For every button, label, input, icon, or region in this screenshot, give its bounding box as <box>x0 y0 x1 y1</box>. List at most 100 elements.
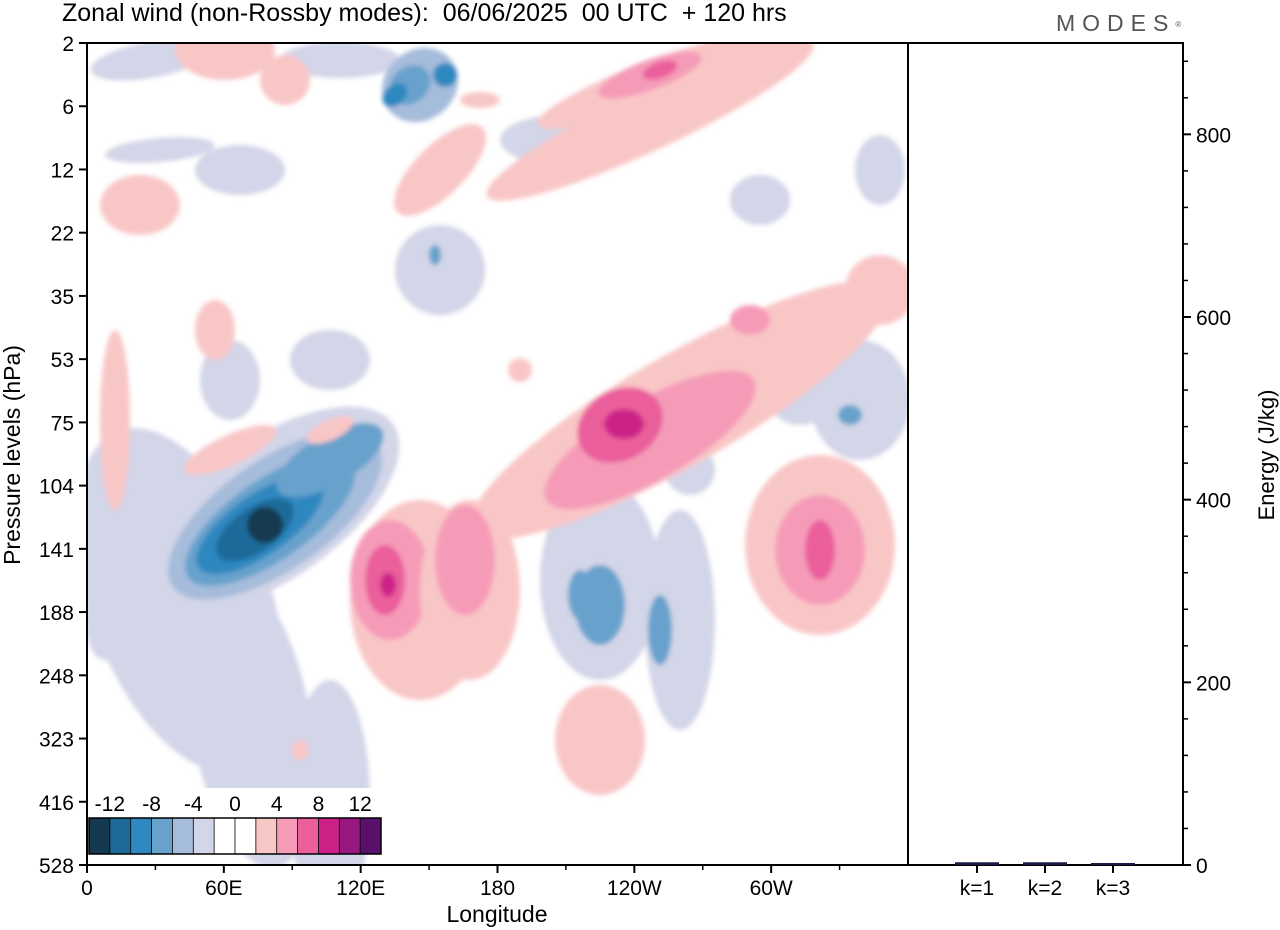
registered-mark: ® <box>1175 20 1182 29</box>
x-tick-label: 120W <box>607 877 662 900</box>
contour-region <box>306 416 354 444</box>
energy-tick-label: 0 <box>1196 855 1208 878</box>
contour-region <box>730 175 790 225</box>
energy-axis-label: Energy (J/kg) <box>1254 390 1279 521</box>
colorbar-swatch <box>318 818 340 854</box>
contour-region <box>460 92 500 108</box>
energy-bars <box>955 862 1135 865</box>
contour-region <box>604 409 644 439</box>
pressure-axis: 2 6 12 22 35 53 75 104 141 188 248 323 416 528 <box>39 33 87 878</box>
contour-region <box>810 340 908 460</box>
contour-region <box>276 423 384 497</box>
energy-bar <box>1023 862 1067 865</box>
colorbar-swatch <box>360 818 382 854</box>
chart-title: Zonal wind (non-Rossby modes): 06/06/202… <box>62 0 787 27</box>
colorbar-swatch <box>172 818 194 854</box>
contour-region <box>648 595 672 665</box>
contour-region <box>855 135 905 205</box>
energy-tick-label: 600 <box>1196 307 1231 330</box>
energy-tick-label: 400 <box>1196 490 1231 513</box>
contour-region <box>260 55 310 105</box>
contour-region <box>395 225 485 315</box>
colorbar-label: -4 <box>184 793 203 816</box>
energy-plot-frame <box>907 42 1184 866</box>
colorbar-swatch <box>339 818 361 854</box>
energy-tick-label: 800 <box>1196 124 1231 147</box>
contour-region <box>100 330 130 510</box>
y-tick-label: 141 <box>39 539 74 562</box>
contour-region <box>394 124 486 216</box>
y-tick-label: 35 <box>51 286 74 309</box>
y-tick-label: 53 <box>51 349 74 372</box>
contour-region <box>838 405 862 425</box>
contour-region <box>290 330 370 390</box>
x-tick-label: 120E <box>336 877 385 900</box>
k-tick-label: k=3 <box>1096 877 1130 900</box>
contour-region <box>195 145 285 195</box>
contour-region <box>105 137 215 163</box>
y-tick-label: 528 <box>39 855 74 878</box>
colorbar-swatch <box>214 818 236 854</box>
colorbar-swatch <box>130 818 153 854</box>
colorbar-label: -8 <box>142 793 161 816</box>
y-tick-label: 188 <box>39 602 74 625</box>
contour-region <box>508 358 532 382</box>
k-tick-label: k=1 <box>960 877 994 900</box>
k-tick-label: k=2 <box>1028 877 1062 900</box>
y-tick-label: 323 <box>39 729 74 752</box>
colorbar-swatch <box>297 818 319 854</box>
y-tick-label: 75 <box>51 412 74 435</box>
contour-region <box>435 505 495 615</box>
contour-region <box>645 510 715 730</box>
contour-region <box>195 300 235 360</box>
y-axis-label: Pressure levels (hPa) <box>0 345 25 565</box>
contour-region <box>805 520 835 580</box>
modes-logo: MODES® <box>1056 8 1181 38</box>
colorbar-swatch <box>109 818 132 854</box>
colorbar-swatch <box>193 818 215 854</box>
colorbar-label: 4 <box>271 793 283 816</box>
logo-text: MODES <box>1056 10 1176 36</box>
energy-bar <box>1091 863 1135 865</box>
y-tick-label: 248 <box>39 665 74 688</box>
energy-axis: 0 200 400 600 800 <box>1183 60 1231 878</box>
energy-tick-label: 200 <box>1196 672 1231 695</box>
wavenumber-axis: k=1 k=2 k=3 <box>960 865 1130 900</box>
colorbar-label: 8 <box>313 793 325 816</box>
x-axis-label: Longitude <box>446 901 547 927</box>
contour-region <box>486 43 814 201</box>
contour-region <box>382 83 408 107</box>
colorbar-swatch <box>276 818 299 854</box>
y-tick-label: 22 <box>51 223 74 246</box>
contour-region <box>100 175 180 235</box>
contour-region <box>555 685 645 795</box>
colorbar-label: 12 <box>348 793 371 816</box>
colorbar-swatch <box>89 818 111 854</box>
x-tick-label: 0 <box>81 877 93 900</box>
colorbar-swatch <box>255 818 278 854</box>
contour-region <box>730 305 770 335</box>
contour-region <box>292 740 308 760</box>
contour-region <box>380 573 396 597</box>
contour-region <box>642 60 678 80</box>
x-tick-label: 180 <box>480 877 515 900</box>
colorbar: -12 -8 -4 0 4 8 12 <box>88 788 382 855</box>
contour-region <box>87 580 125 660</box>
longitude-axis: 0 60E 120E 180 120W 60W <box>81 865 841 900</box>
contour-region <box>845 255 908 325</box>
colorbar-label: 0 <box>229 793 241 816</box>
y-tick-label: 6 <box>62 96 74 119</box>
contour-region <box>175 43 275 80</box>
y-tick-label: 2 <box>62 33 74 56</box>
colorbar-swatch <box>235 818 257 854</box>
x-tick-label: 60E <box>205 877 242 900</box>
contour-region <box>433 62 457 87</box>
y-tick-label: 104 <box>39 476 74 499</box>
contour-region <box>429 245 441 265</box>
contour-region <box>247 507 283 543</box>
y-tick-label: 12 <box>51 159 74 182</box>
contour-region <box>280 43 400 78</box>
y-tick-label: 416 <box>39 792 74 815</box>
energy-bar <box>955 862 999 865</box>
